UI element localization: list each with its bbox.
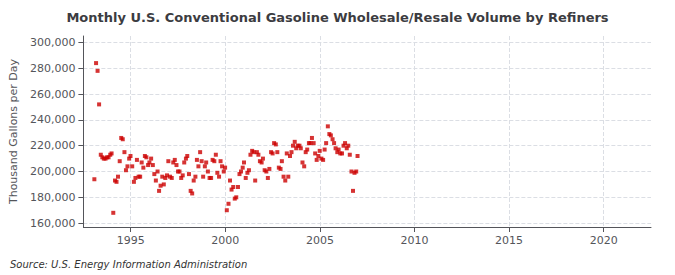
svg-text:1995: 1995	[117, 234, 145, 247]
svg-text:300,000: 300,000	[30, 36, 76, 49]
svg-text:180,000: 180,000	[30, 191, 76, 204]
svg-text:240,000: 240,000	[30, 113, 76, 126]
svg-text:Source: U.S. Energy Informatio: Source: U.S. Energy Information Administ…	[10, 259, 247, 270]
svg-text:Monthly U.S. Conventional Gaso: Monthly U.S. Conventional Gasoline Whole…	[66, 10, 608, 25]
svg-text:2005: 2005	[306, 234, 334, 247]
svg-text:160,000: 160,000	[30, 217, 76, 230]
svg-text:2015: 2015	[495, 234, 523, 247]
svg-text:220,000: 220,000	[30, 139, 76, 152]
svg-text:2010: 2010	[400, 234, 428, 247]
svg-text:2020: 2020	[590, 234, 618, 247]
svg-text:260,000: 260,000	[30, 88, 76, 101]
svg-text:2000: 2000	[211, 234, 239, 247]
svg-text:200,000: 200,000	[30, 165, 76, 178]
svg-text:280,000: 280,000	[30, 62, 76, 75]
svg-text:Thousand Gallons per Day: Thousand Gallons per Day	[7, 58, 20, 205]
